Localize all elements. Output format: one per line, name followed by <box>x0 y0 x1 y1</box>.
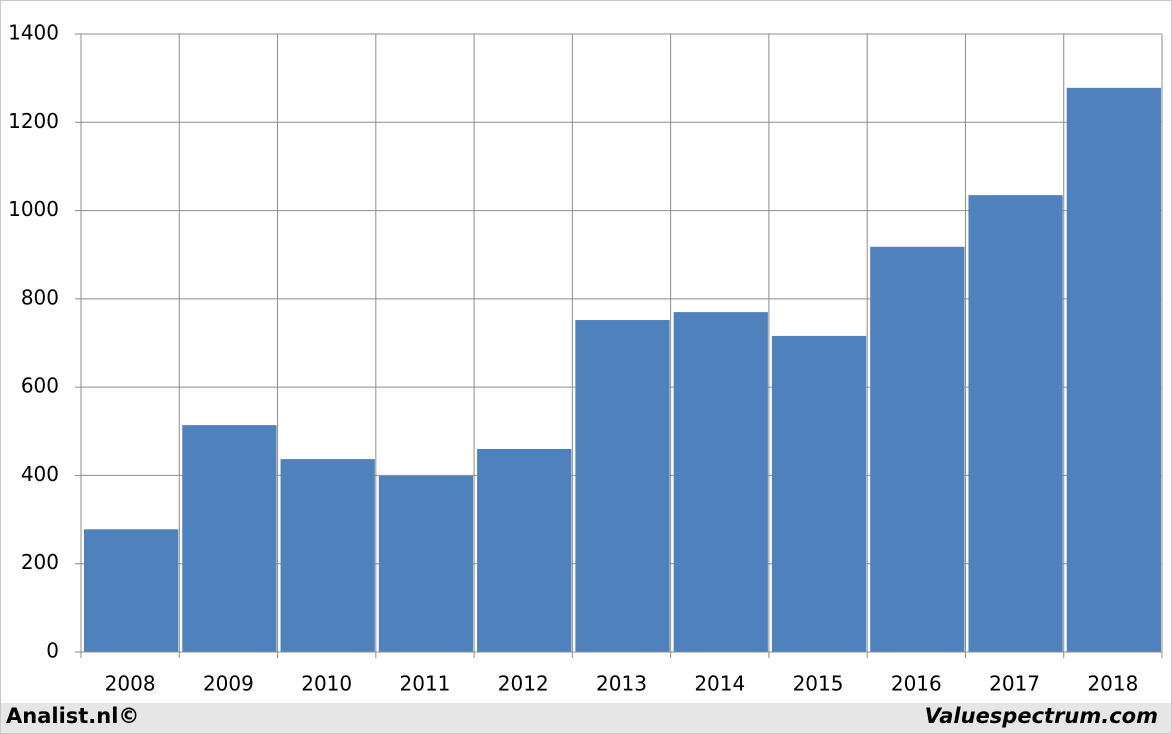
footer-band <box>1 703 1171 733</box>
x-tick-label: 2009 <box>203 672 254 696</box>
x-tick-label: 2008 <box>105 672 156 696</box>
bar <box>477 448 572 652</box>
bar <box>575 320 670 652</box>
x-tick-label: 2013 <box>596 672 647 696</box>
footer-left: Analist.nl© <box>6 704 139 728</box>
x-tick-label: 2015 <box>793 672 844 696</box>
bar <box>378 475 474 652</box>
x-tick-label: 2016 <box>891 672 942 696</box>
y-tick-label: 1200 <box>8 109 59 133</box>
y-tick-label: 800 <box>21 285 59 309</box>
bar <box>1066 87 1161 652</box>
y-tick-label: 0 <box>46 639 59 663</box>
bar <box>673 312 768 652</box>
x-tick-label: 2018 <box>1087 672 1138 696</box>
bar <box>182 425 277 652</box>
x-tick-label: 2010 <box>301 672 352 696</box>
x-tick-label: 2014 <box>694 672 745 696</box>
bar <box>968 195 1063 652</box>
bar <box>870 246 965 653</box>
y-tick-label: 600 <box>21 374 59 398</box>
y-tick-label: 400 <box>21 462 59 486</box>
bar <box>280 459 375 652</box>
bar <box>84 529 179 652</box>
x-tick-label: 2011 <box>400 672 451 696</box>
y-tick-label: 1400 <box>8 21 59 45</box>
y-tick-label: 1000 <box>8 197 59 221</box>
footer-right: Valuespectrum.com <box>925 704 1158 728</box>
y-tick-label: 200 <box>21 550 59 574</box>
x-tick-label: 2017 <box>989 672 1040 696</box>
bar <box>771 335 867 652</box>
x-tick-label: 2012 <box>498 672 549 696</box>
